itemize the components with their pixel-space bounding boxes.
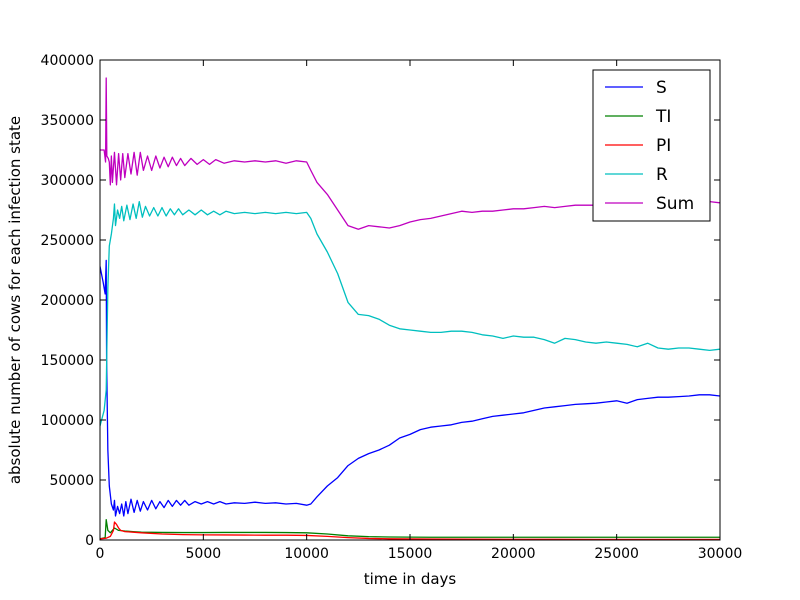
legend-label-ti: TI xyxy=(655,107,671,127)
y-tick-label: 200000 xyxy=(41,293,94,309)
x-tick-label: 15000 xyxy=(388,546,433,562)
x-tick-label: 20000 xyxy=(491,546,536,562)
x-axis: 0 5000 10000 15000 20000 25000 30000 xyxy=(96,60,743,562)
y-axis: 0 50000 100000 150000 200000 250000 300000 3500… xyxy=(41,53,720,549)
series-line-s xyxy=(100,259,720,517)
series-layer xyxy=(100,77,720,540)
series-line-sum xyxy=(100,77,720,230)
legend-label-r: R xyxy=(656,165,668,185)
y-tick-label: 400000 xyxy=(41,53,94,69)
legend-label-pi: PI xyxy=(656,136,671,156)
y-tick-label: 300000 xyxy=(41,173,94,189)
y-tick-label: 150000 xyxy=(41,353,94,369)
legend-label-sum: Sum xyxy=(656,194,694,214)
x-tick-label: 5000 xyxy=(186,546,222,562)
y-tick-label: 350000 xyxy=(41,113,94,129)
x-tick-label: 25000 xyxy=(594,546,639,562)
x-tick-label: 0 xyxy=(96,546,105,562)
y-tick-label: 0 xyxy=(85,533,94,549)
series-line-r xyxy=(100,200,720,427)
y-axis-label: absolute number of cows for each infecti… xyxy=(6,116,24,484)
y-tick-label: 50000 xyxy=(49,473,94,489)
y-tick-label: 250000 xyxy=(41,233,94,249)
y-tick-label: 100000 xyxy=(41,413,94,429)
x-axis-label: time in days xyxy=(364,570,457,588)
legend-label-s: S xyxy=(656,78,667,98)
x-tick-label: 10000 xyxy=(284,546,329,562)
x-tick-label: 30000 xyxy=(698,546,743,562)
legend: S TI PI R Sum xyxy=(592,69,711,222)
